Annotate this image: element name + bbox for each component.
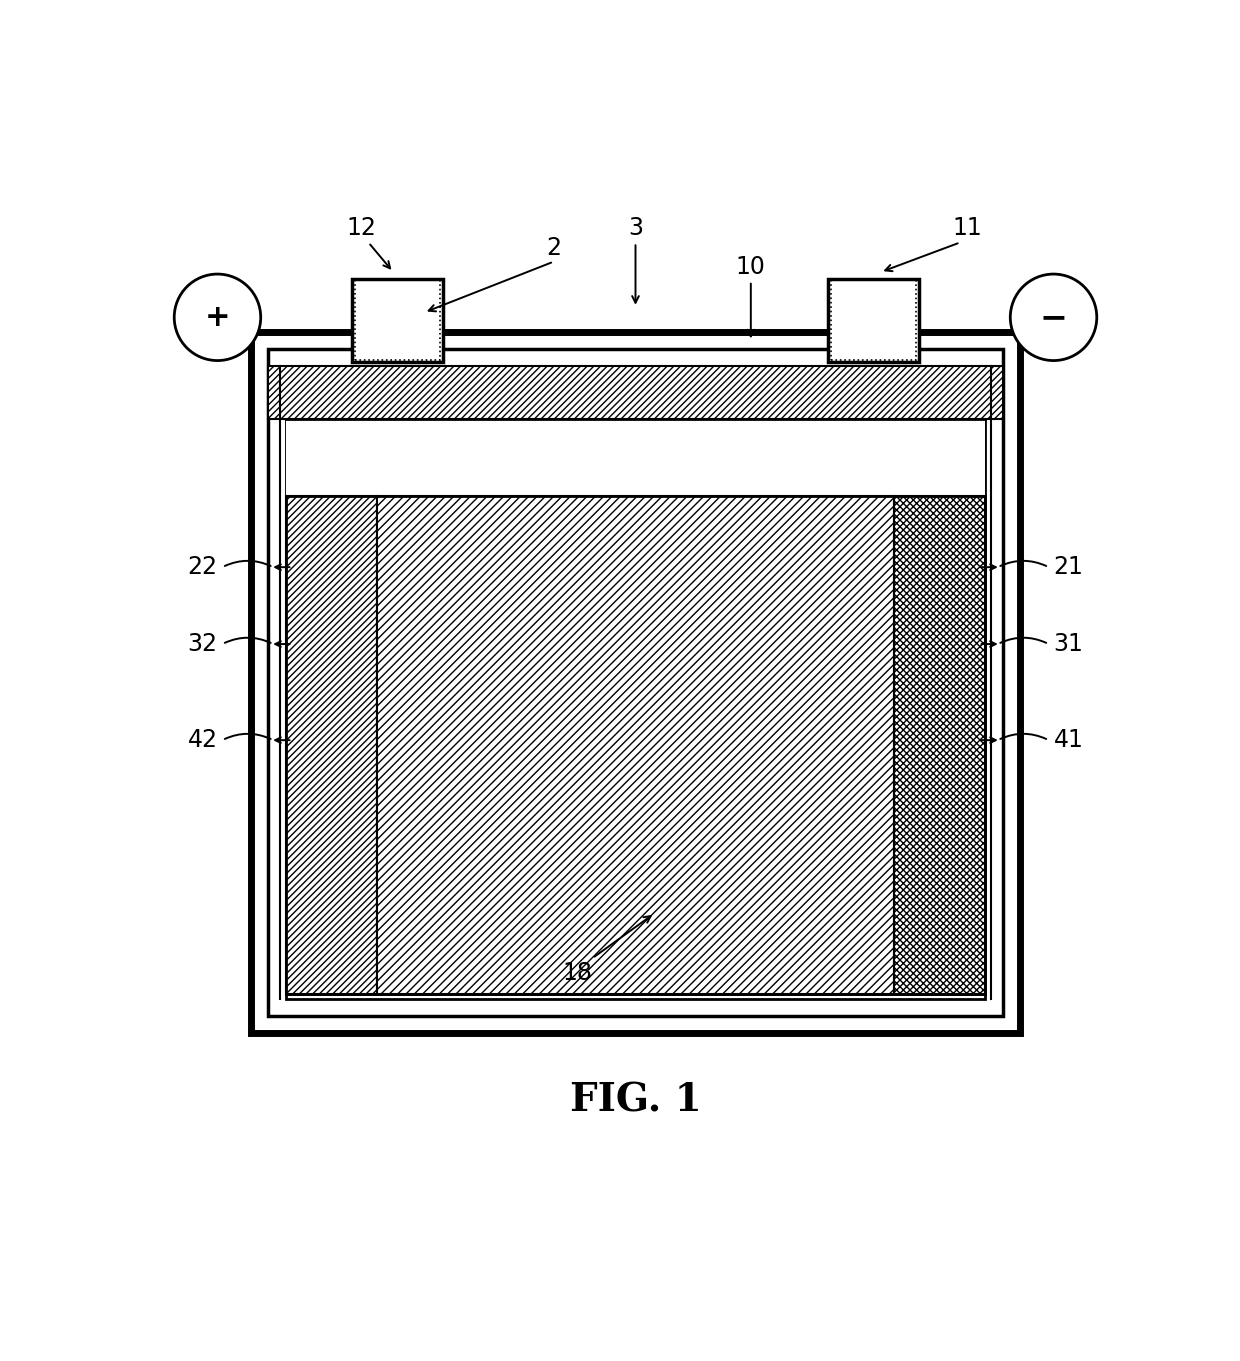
Text: 2: 2 xyxy=(547,235,562,260)
Text: 10: 10 xyxy=(735,255,766,279)
Text: 3: 3 xyxy=(627,216,644,241)
Bar xyxy=(828,279,919,362)
Text: 32: 32 xyxy=(187,632,217,656)
Bar xyxy=(268,366,1003,419)
Bar xyxy=(285,419,986,495)
Text: 11: 11 xyxy=(952,216,982,241)
Text: 12: 12 xyxy=(347,216,377,241)
Bar xyxy=(250,332,1021,1033)
Bar xyxy=(285,495,986,994)
Text: −: − xyxy=(1039,301,1068,333)
Text: 21: 21 xyxy=(1054,555,1084,580)
Text: 31: 31 xyxy=(1054,632,1084,656)
Bar xyxy=(355,279,440,359)
Circle shape xyxy=(1011,274,1096,361)
Bar xyxy=(377,495,894,994)
Text: FIG. 1: FIG. 1 xyxy=(569,1082,702,1120)
Text: +: + xyxy=(205,302,231,332)
Circle shape xyxy=(174,274,260,361)
Bar xyxy=(285,366,986,999)
Bar xyxy=(831,279,916,359)
Bar xyxy=(894,495,986,994)
Text: 18: 18 xyxy=(563,961,593,985)
Bar xyxy=(285,495,377,994)
Bar xyxy=(268,348,1003,1015)
Bar xyxy=(352,279,444,362)
Text: 41: 41 xyxy=(1054,728,1084,753)
Text: 22: 22 xyxy=(187,555,217,580)
Text: 42: 42 xyxy=(187,728,217,753)
